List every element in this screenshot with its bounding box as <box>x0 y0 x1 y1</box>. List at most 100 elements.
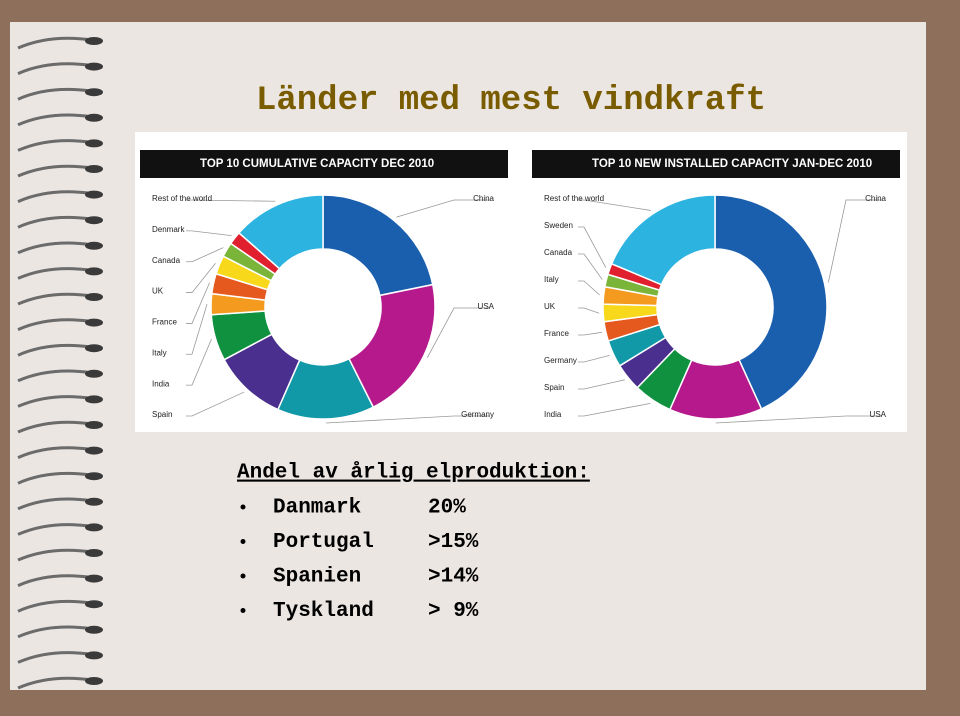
ring-wire <box>17 139 93 152</box>
slice-label: UK <box>152 287 164 296</box>
ring-wire <box>17 651 93 664</box>
list-value: 20% <box>428 497 466 520</box>
donut-slice <box>610 194 716 286</box>
leader-line <box>186 391 245 417</box>
list-name: Spanien <box>273 566 361 589</box>
chart-title: TOP 10 CUMULATIVE CAPACITY DEC 2010 <box>200 158 434 170</box>
slice-label: Germany <box>461 410 494 419</box>
donut-slice <box>714 194 828 410</box>
leader-line <box>186 230 232 237</box>
ring-wire <box>17 446 93 459</box>
slice-label: Rest of the world <box>152 194 212 203</box>
chart-title: TOP 10 NEW INSTALLED CAPACITY JAN-DEC 20… <box>592 158 872 170</box>
leader-line <box>186 338 212 386</box>
list-name: Portugal <box>273 531 374 554</box>
ring-hole <box>85 421 103 429</box>
slice-label: Denmark <box>152 225 185 234</box>
ring-hole <box>85 344 103 353</box>
slice-label: USA <box>870 410 887 419</box>
slice-label: France <box>152 318 177 327</box>
ring-wire <box>17 471 93 485</box>
slice-label: Sweden <box>544 221 573 230</box>
leader-line <box>325 415 490 424</box>
slice-label: India <box>152 379 170 388</box>
slide-title: Länder med mest vindkraft <box>256 82 766 120</box>
leader-line <box>186 263 216 293</box>
slice-label: Canada <box>544 248 573 257</box>
ring-hole <box>85 625 103 634</box>
leader-line <box>578 307 600 314</box>
leader-line <box>186 282 210 324</box>
bullet <box>240 608 246 613</box>
leader-line <box>578 402 651 417</box>
ring-wire <box>17 62 93 75</box>
bullet <box>240 504 246 510</box>
list-name: Tyskland <box>273 600 374 623</box>
slice-label: Spain <box>152 410 172 419</box>
ring-hole <box>85 165 103 173</box>
ring-hole <box>85 113 103 122</box>
charts: TOP 10 CUMULATIVE CAPACITY DEC 2010 China… <box>140 150 900 424</box>
list-value: > 9% <box>428 600 479 623</box>
ring-hole <box>85 574 103 583</box>
slice-label: Canada <box>152 256 181 265</box>
ring-wire <box>17 420 93 434</box>
ring-wire <box>17 215 93 229</box>
donut-slice <box>322 194 434 297</box>
ring-hole <box>85 267 103 276</box>
ring-hole <box>85 600 103 609</box>
ring-hole <box>85 62 103 71</box>
leader-line <box>578 253 603 280</box>
subtitle: Andel av årlig elproduktion: <box>237 462 590 485</box>
leader-line <box>578 331 602 336</box>
ring-wire <box>17 395 93 408</box>
ring-hole <box>85 318 103 327</box>
slice-label: India <box>544 410 562 419</box>
bullet <box>240 573 246 579</box>
leader-line <box>186 303 208 355</box>
chart-header <box>532 150 900 178</box>
ring-hole <box>85 395 103 404</box>
leader-line <box>426 307 490 358</box>
ring-wire <box>17 164 93 178</box>
ring-hole <box>85 523 103 532</box>
ring-wire <box>17 318 93 331</box>
ring-wire <box>17 497 93 511</box>
ring-hole <box>85 88 103 97</box>
list-value: >14% <box>428 566 479 589</box>
ring-wire <box>17 190 93 203</box>
ring-hole <box>85 651 103 660</box>
leader-line <box>715 415 882 424</box>
ring-hole <box>85 216 103 225</box>
leader-line <box>578 226 607 268</box>
slice-label: France <box>544 329 569 338</box>
ring-wire <box>17 36 93 50</box>
ring-hole <box>85 549 103 557</box>
slice-label: China <box>865 194 886 203</box>
slice-label: Germany <box>544 356 577 365</box>
ring-wire <box>17 292 93 306</box>
ring-hole <box>85 139 103 148</box>
leader-line <box>396 199 490 218</box>
ring-hole <box>85 677 103 685</box>
slice-label: UK <box>544 302 556 311</box>
donut-slice <box>237 194 324 270</box>
slice-label: Rest of the world <box>544 194 604 203</box>
ring-wire <box>17 625 93 639</box>
ring-wire <box>17 241 93 255</box>
ring-hole <box>85 446 103 455</box>
leader-line <box>186 247 224 263</box>
donut-slice <box>347 283 436 409</box>
slice-label: USA <box>478 302 495 311</box>
ring-hole <box>85 369 103 378</box>
ring-wire <box>17 369 93 383</box>
bullet <box>240 539 246 544</box>
bullet-list: Danmark 20% Portugal >15% Spanien >14% Tysklan… <box>240 497 479 623</box>
leader-line <box>827 199 882 283</box>
ring-hole <box>85 497 103 506</box>
ring-wire <box>17 548 93 562</box>
ring-wire <box>17 574 93 587</box>
ring-hole <box>85 190 103 199</box>
leader-line <box>578 379 625 390</box>
